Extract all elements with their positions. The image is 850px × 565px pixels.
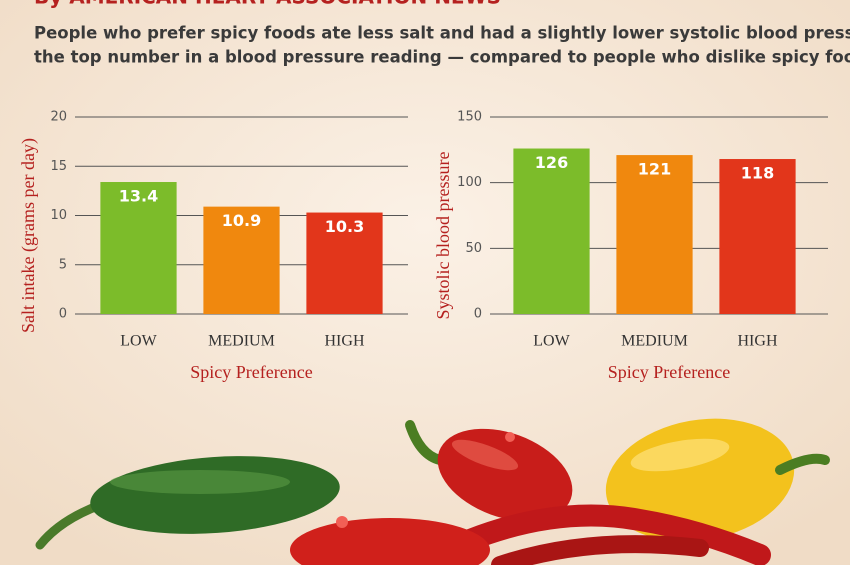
value-label: 121	[638, 160, 671, 179]
x-axis-label: Spicy Preference	[608, 362, 730, 382]
y-tick-label: 50	[465, 241, 482, 256]
pepper-stem	[405, 420, 445, 465]
y-tick-label: 0	[59, 307, 67, 322]
intro-line: People who prefer spicy foods ate less s…	[34, 24, 850, 43]
yellow-pepper-shine	[630, 438, 730, 472]
bar	[719, 159, 796, 314]
red-pepper	[290, 518, 490, 565]
red-pepper-shine	[451, 439, 519, 471]
y-tick-label: 5	[59, 257, 67, 272]
byline: By AMERICAN HEART ASSOCIATION NEWS	[34, 0, 501, 9]
green-pepper-shine	[110, 470, 290, 494]
x-tick-label: MEDIUM	[208, 333, 275, 350]
water-drop	[336, 516, 348, 528]
water-drop	[505, 432, 515, 442]
value-label: 126	[535, 153, 568, 172]
y-axis-label: Salt intake (grams per day)	[18, 138, 39, 333]
red-chili	[491, 535, 709, 565]
red-chili	[459, 504, 771, 565]
x-tick-label: LOW	[120, 333, 157, 350]
y-tick-label: 100	[457, 175, 482, 190]
value-label: 118	[741, 164, 774, 183]
x-tick-label: MEDIUM	[621, 333, 688, 350]
y-tick-label: 150	[457, 110, 482, 125]
bar	[616, 155, 693, 314]
bar	[306, 212, 383, 314]
intro-line: the top number in a blood pressure readi…	[34, 48, 850, 67]
y-tick-label: 15	[50, 159, 67, 174]
y-tick-label: 10	[50, 208, 67, 223]
pepper-stem	[775, 453, 830, 475]
y-axis-label: Systolic blood pressure	[433, 152, 453, 320]
value-label: 10.9	[222, 211, 261, 230]
peppers-illustration	[35, 418, 830, 565]
x-axis-label: Spicy Preference	[190, 362, 312, 382]
x-tick-label: HIGH	[738, 333, 778, 350]
value-label: 13.4	[119, 187, 158, 206]
bar	[100, 182, 177, 314]
x-tick-label: LOW	[533, 333, 570, 350]
y-tick-label: 0	[474, 307, 482, 322]
y-tick-label: 20	[50, 110, 67, 125]
bar	[203, 206, 280, 314]
bar	[513, 148, 590, 314]
value-label: 10.3	[325, 217, 364, 236]
x-tick-label: HIGH	[325, 333, 365, 350]
